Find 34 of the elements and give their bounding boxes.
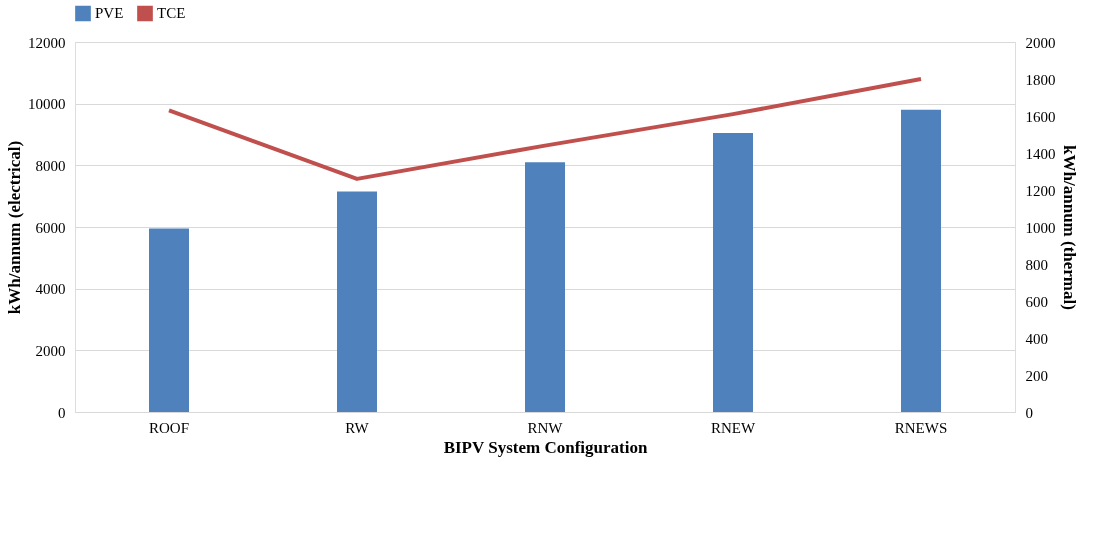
bar [525, 162, 565, 412]
y-tick-label: 4000 [35, 281, 66, 298]
line-series [167, 77, 923, 181]
y2-tick-label: 2000 [1025, 34, 1056, 51]
y2-tick-label: 1800 [1025, 71, 1056, 88]
y-tick-label: 2000 [35, 342, 66, 359]
x-tick-label: RNEWS [894, 419, 948, 436]
y2-tick-label: 1600 [1025, 108, 1056, 125]
y2-tick-label: 200 [1025, 367, 1048, 384]
x-tick-label: RNEW [710, 419, 756, 436]
x-axis-title: BIPV System Configuration [443, 437, 648, 457]
y2-tick-label: 0 [1025, 404, 1033, 421]
bar [901, 109, 941, 412]
y2-tick-label: 600 [1025, 293, 1048, 310]
y2-tick-label: 1400 [1025, 145, 1056, 162]
y2-tick-label: 400 [1025, 330, 1048, 347]
y2-tick-label: 1200 [1025, 182, 1056, 199]
y2-axis-title: kWh/annum (thermal) [1059, 145, 1079, 310]
bar [713, 132, 753, 412]
legend-label: TCE [157, 5, 186, 22]
y-tick-label: 6000 [35, 219, 66, 236]
x-tick-label: RW [345, 419, 370, 436]
y-tick-label: 12000 [28, 34, 66, 51]
y-tick-label: 8000 [35, 157, 66, 174]
y-tick-label: 0 [58, 404, 66, 421]
bar [149, 228, 189, 412]
y-axis-title: kWh/annum (electrical) [5, 140, 24, 315]
y-tick-label: 10000 [28, 96, 66, 113]
legend-label: PVE [95, 5, 124, 22]
x-tick-label: ROOF [148, 419, 190, 436]
y2-tick-label: 800 [1025, 256, 1048, 273]
x-tick-label: RNW [527, 419, 564, 436]
bar [337, 191, 377, 412]
y2-tick-label: 1000 [1025, 219, 1056, 236]
